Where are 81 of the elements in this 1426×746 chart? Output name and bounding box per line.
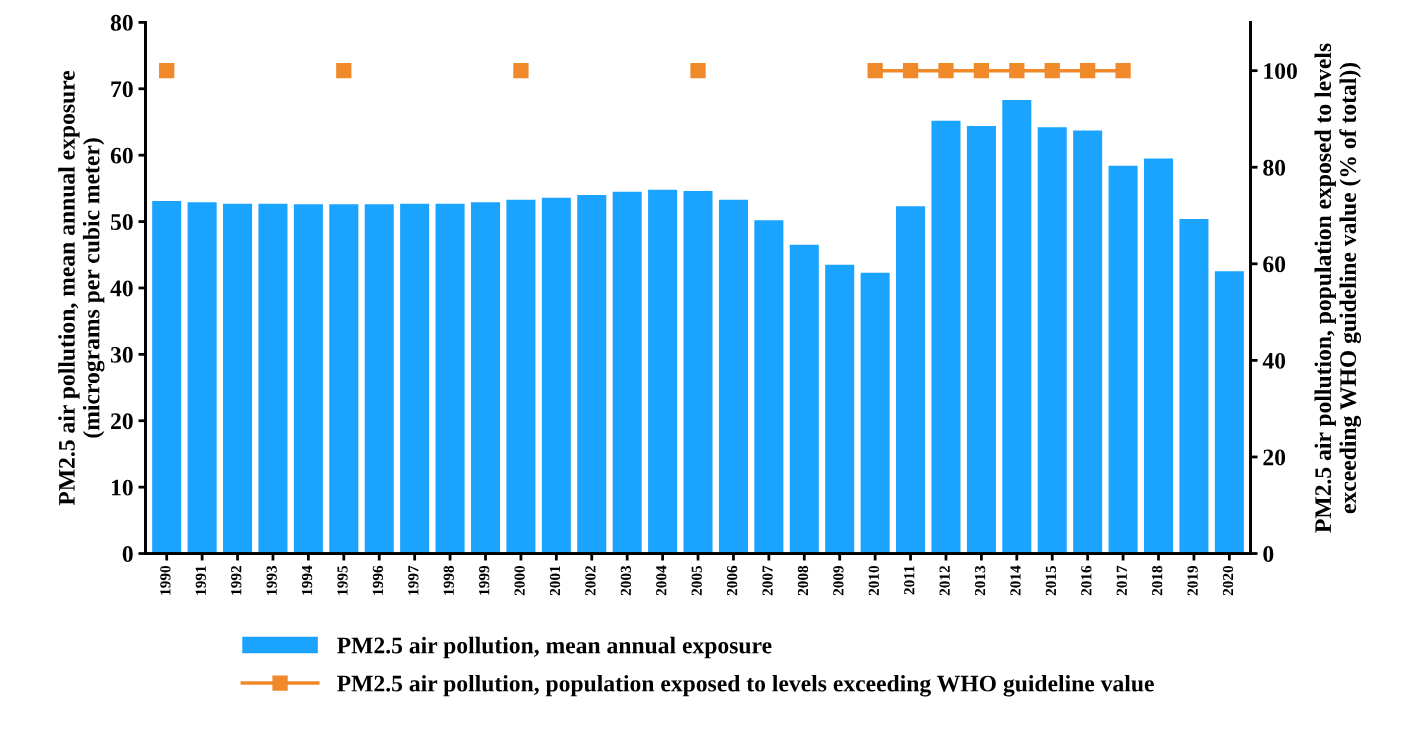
- bar: [577, 195, 607, 554]
- bar: [648, 189, 678, 554]
- bar: [470, 202, 501, 554]
- x-tick-label: 2008: [797, 565, 809, 596]
- x-tick-label: 2002: [585, 565, 596, 596]
- y2-tick-label: 20: [1263, 449, 1286, 466]
- bar: [966, 125, 996, 554]
- y-tick-label: 40: [110, 280, 133, 297]
- bar: [541, 197, 571, 554]
- bar: [223, 203, 253, 554]
- bar: [896, 206, 926, 554]
- bar: [329, 204, 359, 554]
- bar: [825, 264, 855, 554]
- bar: [1143, 158, 1174, 554]
- y2-axis-title: PM2.5 air pollution, population exposed to levels exceeding WHO guideline value (% of total)): [1314, 43, 1362, 533]
- x-tick-label: 2010: [868, 565, 879, 596]
- x-tick-label: 1995: [337, 565, 348, 595]
- x-tick-label: 2017: [1116, 565, 1127, 596]
- x-tick-label: 1996: [372, 565, 384, 595]
- x-tick-label: 2011: [904, 566, 915, 595]
- y-tick-label: 30: [110, 346, 133, 363]
- x-tick-label: 2003: [620, 565, 632, 596]
- bar: [789, 244, 819, 554]
- x-tick-label: 2019: [1187, 565, 1198, 596]
- bar: [364, 204, 394, 554]
- x-tick-label: 1997: [408, 565, 419, 595]
- bar: [754, 220, 784, 554]
- legend-label: PM2.5 air pollution, mean annual exposure: [337, 636, 772, 659]
- x-tick-label: 2000: [514, 565, 525, 596]
- y-tick-label: 50: [110, 214, 133, 230]
- bar: [860, 272, 890, 554]
- x-tick-label: 1992: [231, 565, 242, 595]
- bar: [400, 203, 430, 554]
- x-tick-label: 1994: [301, 565, 313, 595]
- y2-tick-label: 0: [1263, 546, 1274, 562]
- bar: [931, 120, 961, 554]
- bar: [1002, 100, 1032, 554]
- x-tick-label: 1990: [160, 565, 171, 595]
- x-tick-label: 2005: [691, 565, 702, 596]
- y-tick-label: 20: [111, 413, 133, 430]
- bar: [506, 199, 536, 554]
- bar: [1179, 218, 1209, 554]
- x-tick-label: 1999: [479, 565, 490, 595]
- bar: [258, 203, 288, 554]
- x-tick-label: 2014: [1010, 565, 1021, 596]
- x-tick-label: 2012: [939, 565, 950, 596]
- y-tick-label: 80: [110, 14, 133, 31]
- x-tick-label: 2004: [656, 565, 667, 596]
- x-tick-label: 1993: [266, 565, 277, 595]
- y-tick-label: 0: [122, 546, 133, 562]
- legend-label: PM2.5 air pollution, population exposed to levels exceeding WHO guideline value: [337, 674, 1154, 697]
- bar: [683, 191, 713, 554]
- bar: [718, 199, 748, 554]
- y-tick-label: 10: [111, 479, 133, 496]
- bar: [1108, 165, 1138, 554]
- x-tick-label: 2001: [549, 566, 561, 596]
- bar: [187, 202, 217, 554]
- x-tick-label: 1991: [195, 566, 206, 595]
- bar: [612, 191, 642, 554]
- bar: [435, 203, 465, 554]
- x-tick-label: 2007: [762, 565, 773, 596]
- bar: [1037, 127, 1067, 554]
- y-tick-label: 60: [110, 147, 133, 164]
- y2-tick-label: 100: [1264, 63, 1297, 80]
- y-tick-label: 70: [111, 81, 133, 98]
- x-tick-label: 2016: [1081, 565, 1092, 596]
- bar: [1073, 130, 1103, 554]
- bar: [152, 200, 182, 554]
- y2-tick-label: 60: [1263, 256, 1286, 273]
- x-tick-label: 2018: [1152, 565, 1163, 596]
- bar: [1214, 271, 1244, 554]
- y-axis-title: PM2.5 air pollution, mean annual exposure (micrograms per cubic meter): [58, 70, 105, 506]
- x-tick-label: 1998: [443, 565, 454, 595]
- x-tick-label: 2015: [1045, 565, 1057, 596]
- y2-tick-label: 80: [1263, 159, 1286, 176]
- x-tick-label: 2009: [833, 565, 844, 596]
- x-tick-label: 2020: [1222, 565, 1234, 596]
- x-tick-label: 2006: [726, 565, 738, 596]
- x-tick-label: 2013: [974, 565, 986, 596]
- y2-tick-label: 40: [1262, 352, 1286, 369]
- bar: [293, 204, 323, 554]
